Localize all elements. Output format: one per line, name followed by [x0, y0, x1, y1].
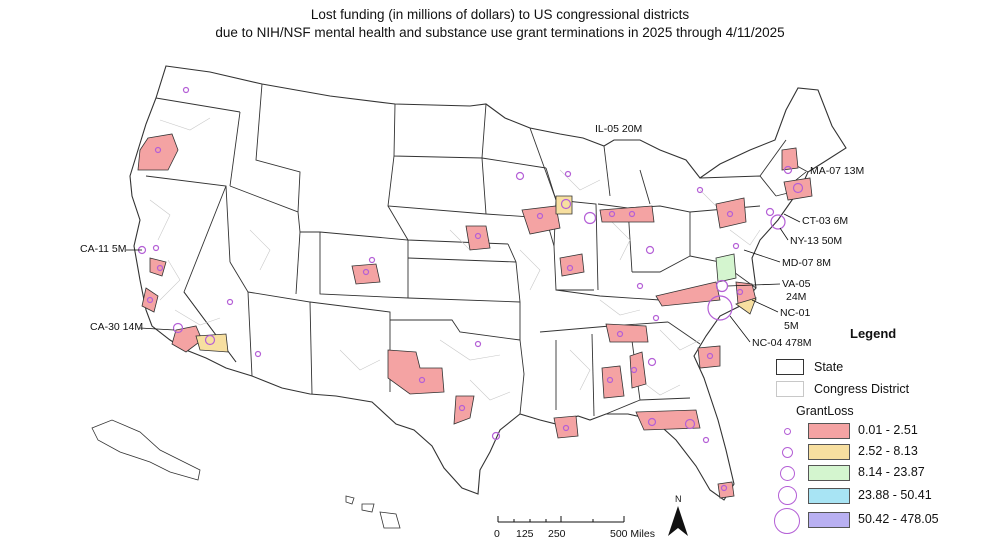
scale-bar-graphic — [497, 516, 625, 523]
scale-tick-500: 500 Miles — [610, 528, 655, 540]
callout-ca11: CA-11 5M — [80, 243, 127, 255]
legend-circle-5 — [774, 508, 800, 534]
callout-ct03: CT-03 6M — [802, 215, 848, 227]
title-line-1: Lost funding (in millions of dollars) to… — [310, 7, 690, 22]
north-label: N — [675, 494, 682, 504]
legend-circle-4 — [778, 486, 797, 505]
legend-circle-1 — [784, 428, 791, 435]
scale-tick-250: 250 — [548, 528, 566, 540]
hawaii-islands — [345, 495, 401, 529]
legend-range-1: 0.01 - 2.51 — [858, 423, 918, 437]
scale-bar: 0 125 250 500 Miles — [492, 514, 662, 544]
legend-swatch-3 — [808, 465, 850, 481]
callout-leaders — [126, 171, 807, 343]
legend-state-row: State — [776, 358, 843, 376]
legend-field-label: GrantLoss — [796, 404, 854, 418]
legend-range-3: 8.14 - 23.87 — [858, 465, 925, 479]
callout-il05: IL-05 20M — [595, 123, 642, 135]
legend-circle-2 — [782, 447, 793, 458]
map-title: Lost funding (in millions of dollars) to… — [0, 6, 1000, 42]
legend-range-5: 50.42 - 478.05 — [858, 512, 939, 526]
map-legend: Legend State Congress District GrantLoss… — [774, 322, 976, 542]
legend-swatch-2 — [808, 444, 850, 460]
north-arrow-graphic — [668, 506, 688, 536]
alaska-shape — [91, 419, 201, 481]
scale-tick-125: 125 — [516, 528, 534, 540]
state-boundaries — [145, 83, 809, 417]
callout-va05-label: VA-05 — [782, 278, 811, 290]
legend-range-4: 23.88 - 50.41 — [858, 488, 932, 502]
legend-district-swatch — [776, 381, 804, 397]
callout-ma07: MA-07 13M — [810, 165, 864, 177]
legend-range-2: 2.52 - 8.13 — [858, 444, 918, 458]
grant-circles — [137, 86, 804, 492]
callout-nc01-value: 5M — [784, 320, 799, 332]
callout-ca30: CA-30 14M — [90, 321, 143, 333]
legend-circle-3 — [780, 466, 795, 481]
callout-ny13: NY-13 50M — [790, 235, 842, 247]
legend-state-label: State — [814, 360, 844, 374]
legend-swatch-1 — [808, 423, 850, 439]
callout-va05-value: 24M — [786, 291, 806, 303]
scale-tick-0: 0 — [494, 528, 500, 540]
callout-nc04: NC-04 478M — [752, 337, 812, 349]
legend-swatch-5 — [808, 512, 850, 528]
legend-title: Legend — [850, 326, 897, 341]
callout-md07: MD-07 8M — [782, 257, 831, 269]
callout-nc01-label: NC-01 — [780, 307, 811, 319]
legend-swatch-4 — [808, 488, 850, 504]
north-arrow-icon: N — [666, 494, 690, 538]
legend-state-swatch — [776, 359, 804, 375]
legend-district-label: Congress District — [814, 382, 910, 396]
legend-district-row: Congress District — [776, 380, 909, 398]
title-line-2: due to NIH/NSF mental health and substan… — [215, 25, 785, 40]
